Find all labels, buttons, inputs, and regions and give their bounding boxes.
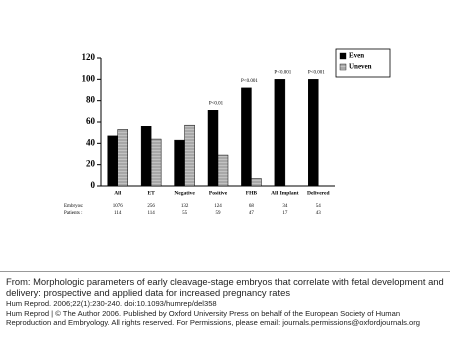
- count-label: Embryos:: [64, 204, 83, 209]
- bar: [174, 139, 185, 187]
- bar: [241, 87, 252, 187]
- x-tick-label: All: [114, 190, 122, 196]
- annotation: P<0.001: [241, 79, 258, 84]
- y-tick-label: 120: [82, 52, 96, 62]
- bar: [107, 135, 118, 187]
- caption-citation: Hum Reprod. 2006;22(1):230-240. doi:10.1…: [6, 299, 217, 308]
- count-value: 55: [182, 211, 188, 216]
- x-tick-label: FHB: [246, 190, 258, 196]
- y-tick-label: 100: [82, 73, 96, 83]
- bar: [184, 124, 195, 187]
- bar: [117, 129, 128, 187]
- legend-swatch: [339, 52, 347, 60]
- count-value: 132: [181, 204, 189, 209]
- legend-swatch: [339, 63, 347, 71]
- bar: [308, 79, 319, 187]
- legend-label: Even: [349, 52, 364, 60]
- bar: [140, 126, 152, 187]
- count-value: 34: [282, 204, 288, 209]
- count-label: Patients :: [64, 211, 82, 216]
- bar: [150, 138, 162, 187]
- y-tick-label: 0: [91, 180, 96, 190]
- y-tick-label: 40: [86, 137, 96, 147]
- count-value: 54: [316, 204, 322, 209]
- count-value: 114: [147, 211, 155, 216]
- annotation: P<0.01: [209, 101, 224, 106]
- caption: From: Morphologic parameters of early cl…: [6, 276, 446, 328]
- count-value: 256: [147, 204, 155, 209]
- y-tick-label: 60: [86, 116, 96, 126]
- legend-label: Uneven: [349, 63, 372, 71]
- bar: [207, 110, 219, 187]
- y-tick-label: 20: [86, 159, 96, 169]
- count-value: 59: [216, 211, 222, 216]
- divider: [0, 271, 450, 272]
- x-tick-label: Delivered: [307, 190, 330, 196]
- x-tick-label: ET: [147, 190, 155, 196]
- count-value: 68: [249, 204, 255, 209]
- count-value: 114: [114, 211, 122, 216]
- count-value: 1076: [113, 204, 124, 209]
- x-tick-label: Positive: [209, 190, 228, 196]
- bar: [251, 178, 262, 187]
- caption-rights: Hum Reprod | © The Author 2006. Publishe…: [6, 308, 421, 328]
- annotation: P<0.001: [274, 70, 291, 75]
- bar: [274, 79, 286, 187]
- bar: [217, 154, 229, 187]
- count-value: 47: [249, 211, 255, 216]
- count-value: 43: [316, 211, 322, 216]
- count-value: 17: [282, 211, 288, 216]
- x-tick-label: All Implant: [271, 190, 299, 196]
- count-value: 124: [214, 204, 222, 209]
- caption-source: From: Morphologic parameters of early cl…: [6, 276, 444, 298]
- y-tick-label: 80: [86, 95, 96, 105]
- x-tick-label: Negative: [174, 190, 195, 196]
- annotation: P<0.001: [308, 70, 325, 75]
- chart: 0 20 40 60 80 100 120 All ET Negative Positive FHB A…: [64, 48, 391, 216]
